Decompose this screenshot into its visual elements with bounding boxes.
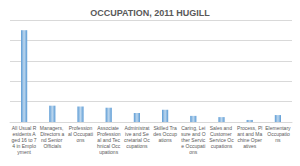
svg-text:Skilled Tra: Skilled Tra: [153, 125, 177, 131]
svg-text:Sales and: Sales and: [209, 125, 234, 131]
svg-text:e Occupati: e Occupati: [181, 143, 206, 149]
svg-text:Administrat: Administrat: [124, 125, 150, 131]
svg-text:ations: ations: [158, 137, 172, 143]
svg-text:OCCUPATION, 2011 HUGILL: OCCUPATION, 2011 HUGILL: [90, 8, 210, 18]
svg-text:ns: ns: [275, 137, 281, 143]
svg-text:ons: ons: [76, 137, 85, 143]
svg-text:All Usual R: All Usual R: [11, 125, 37, 131]
svg-text:Occupatio: Occupatio: [265, 131, 290, 137]
svg-text:cretarial Oc: cretarial Oc: [124, 137, 150, 143]
svg-text:Caring, Lei: Caring, Lei: [181, 125, 206, 131]
svg-text:nd Senior: nd Senior: [40, 137, 64, 143]
svg-text:Managers,: Managers,: [39, 125, 65, 131]
svg-text:ons: ons: [189, 149, 198, 155]
svg-text:ther Servic: ther Servic: [181, 137, 206, 143]
svg-text:Elementary: Elementary: [265, 125, 291, 131]
svg-text:ive and Se: ive and Se: [125, 131, 149, 137]
svg-text:al and Tec: al and Tec: [97, 137, 121, 143]
svg-text:Service Oc: Service Oc: [209, 137, 234, 143]
svg-text:esidents A: esidents A: [12, 131, 36, 137]
svg-text:cupations: cupations: [126, 143, 148, 149]
svg-text:atives: atives: [243, 143, 257, 149]
svg-text:Officials: Officials: [43, 143, 61, 149]
svg-text:yment: yment: [17, 149, 31, 155]
svg-text:Process, Pl: Process, Pl: [237, 125, 263, 131]
svg-text:chine Oper: chine Oper: [237, 137, 262, 143]
svg-text:Profession: Profession: [96, 131, 121, 137]
svg-text:4 in Emplo: 4 in Emplo: [12, 143, 36, 149]
svg-text:Directors a: Directors a: [40, 131, 65, 137]
svg-text:cupations: cupations: [211, 143, 233, 149]
svg-text:hnical Occ: hnical Occ: [97, 143, 121, 149]
svg-text:ged 16 to 7: ged 16 to 7: [11, 137, 37, 143]
svg-text:Profession: Profession: [68, 125, 93, 131]
svg-text:Associate: Associate: [97, 125, 121, 131]
svg-text:ant and Ma: ant and Ma: [237, 131, 263, 137]
svg-text:sure and O: sure and O: [180, 131, 206, 137]
svg-text:des Occup: des Occup: [153, 131, 178, 137]
svg-text:upations: upations: [99, 149, 118, 155]
svg-text:Customer: Customer: [210, 131, 233, 137]
svg-text:al Occupati: al Occupati: [68, 131, 93, 137]
